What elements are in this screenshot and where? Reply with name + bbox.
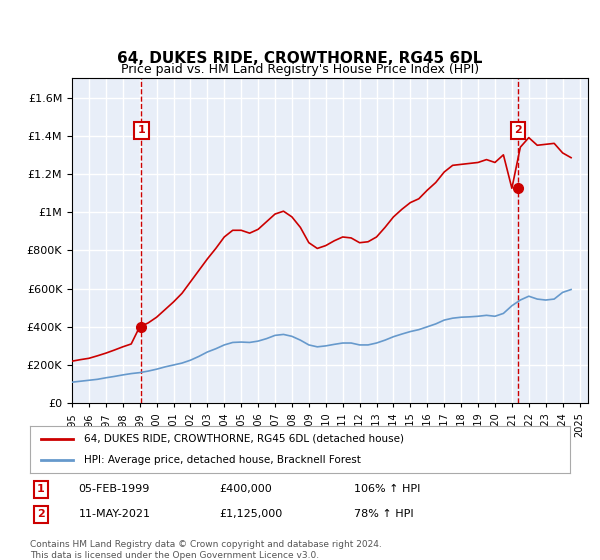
Text: 1: 1	[137, 125, 145, 136]
Text: 64, DUKES RIDE, CROWTHORNE, RG45 6DL (detached house): 64, DUKES RIDE, CROWTHORNE, RG45 6DL (de…	[84, 434, 404, 444]
Text: 11-MAY-2021: 11-MAY-2021	[79, 509, 151, 519]
Text: 78% ↑ HPI: 78% ↑ HPI	[354, 509, 413, 519]
Text: Price paid vs. HM Land Registry's House Price Index (HPI): Price paid vs. HM Land Registry's House …	[121, 63, 479, 77]
Text: HPI: Average price, detached house, Bracknell Forest: HPI: Average price, detached house, Brac…	[84, 455, 361, 465]
Text: 64, DUKES RIDE, CROWTHORNE, RG45 6DL: 64, DUKES RIDE, CROWTHORNE, RG45 6DL	[118, 52, 482, 66]
Text: 05-FEB-1999: 05-FEB-1999	[79, 484, 150, 494]
Text: £400,000: £400,000	[219, 484, 272, 494]
Text: 106% ↑ HPI: 106% ↑ HPI	[354, 484, 421, 494]
Text: 1: 1	[37, 484, 44, 494]
Text: Contains HM Land Registry data © Crown copyright and database right 2024.
This d: Contains HM Land Registry data © Crown c…	[30, 540, 382, 560]
Text: £1,125,000: £1,125,000	[219, 509, 282, 519]
Text: 2: 2	[37, 509, 44, 519]
Text: 2: 2	[514, 125, 522, 136]
